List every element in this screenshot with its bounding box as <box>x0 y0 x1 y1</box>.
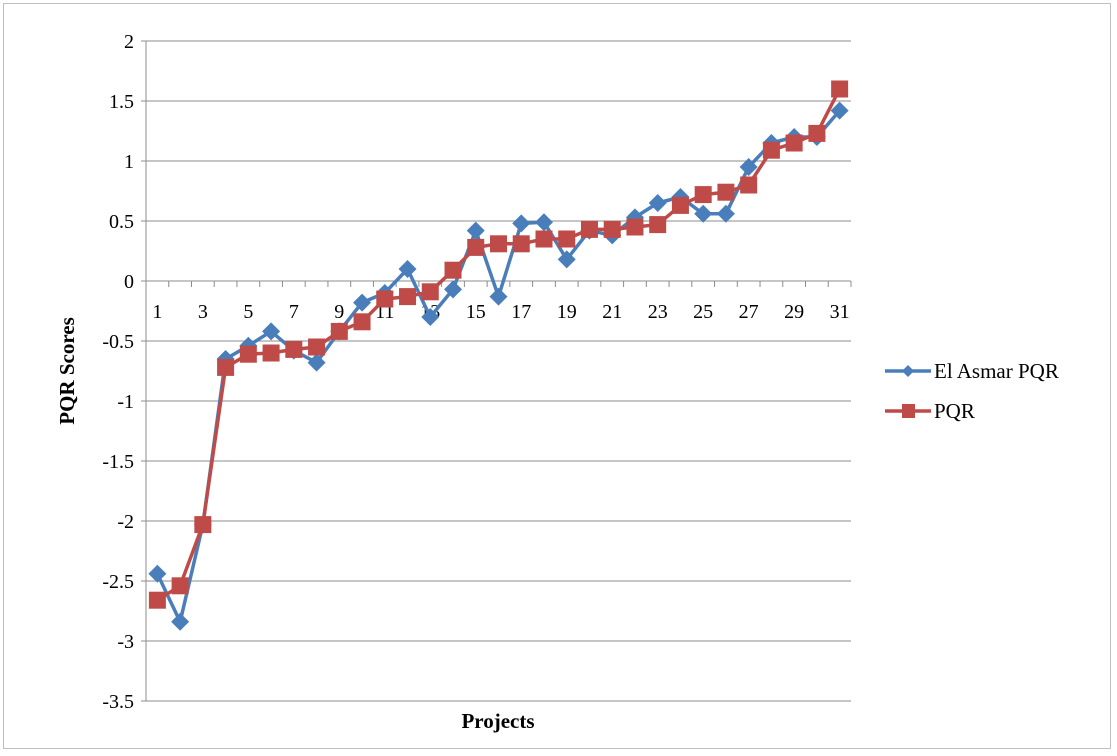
data-point-diamond <box>262 322 281 341</box>
data-point-square <box>626 218 644 236</box>
legend-diamond-icon <box>902 365 914 377</box>
data-point-diamond <box>739 158 758 176</box>
y-tick-label: 2 <box>124 31 134 53</box>
x-tick-label: 31 <box>830 301 850 323</box>
x-tick-label: 17 <box>511 301 531 323</box>
series-pqr <box>148 80 849 609</box>
x-tick-label: 1 <box>152 301 162 323</box>
data-point-square <box>740 176 758 194</box>
data-point-square <box>603 220 621 238</box>
data-point-square <box>421 283 439 301</box>
data-point-square <box>308 338 326 356</box>
data-point-square <box>535 230 553 248</box>
data-point-square <box>808 124 826 142</box>
y-tick-label: 0.5 <box>109 211 134 233</box>
x-tick-label: 29 <box>784 301 804 323</box>
data-point-square <box>580 220 598 238</box>
x-tick-label: 19 <box>557 301 577 323</box>
y-tick-label: 0 <box>124 271 134 293</box>
series-group <box>148 80 849 631</box>
y-tick-label: -3.5 <box>102 691 134 713</box>
data-point-square <box>148 591 166 609</box>
data-point-square <box>558 230 576 248</box>
data-point-diamond <box>694 204 713 223</box>
legend-square-icon <box>902 404 915 418</box>
data-point-diamond <box>534 213 553 232</box>
y-tick-label: 1 <box>124 151 134 173</box>
data-point-square <box>376 290 394 308</box>
data-point-diamond <box>421 308 440 326</box>
data-point-square <box>239 345 257 363</box>
data-point-square <box>444 261 462 279</box>
legend-item: PQR <box>885 399 975 423</box>
data-point-diamond <box>489 287 508 306</box>
data-point-square <box>262 344 280 362</box>
data-point-diamond <box>466 221 485 240</box>
data-point-square <box>512 235 530 253</box>
x-axis-label: Projects <box>461 709 534 733</box>
data-point-square <box>194 516 212 534</box>
data-point-square <box>785 134 803 152</box>
data-point-square <box>694 186 712 204</box>
data-point-square <box>399 288 417 306</box>
data-point-square <box>467 238 485 256</box>
chart-frame: 2 1.5 1 0.5 0 -0.5 -1 -1.5 -2 -2.5 -3 -3.5 1 3 5 7 9 11 1… <box>3 3 1111 749</box>
data-point-diamond <box>307 353 326 372</box>
data-point-square <box>671 196 689 214</box>
data-point-square <box>831 80 849 98</box>
data-point-square <box>353 313 371 331</box>
data-point-diamond <box>557 250 576 269</box>
data-point-square <box>762 141 780 159</box>
y-tick-label: -2 <box>117 511 134 533</box>
x-tick-label: 23 <box>648 301 668 323</box>
y-tick-label: -1.5 <box>102 451 134 473</box>
data-point-diamond <box>512 214 531 233</box>
data-point-diamond <box>353 293 372 312</box>
x-tick-label: 25 <box>693 301 713 323</box>
data-point-diamond <box>716 204 735 223</box>
y-tick-label: 1.5 <box>109 91 134 113</box>
data-point-square <box>285 340 303 358</box>
data-point-square <box>649 216 667 234</box>
x-tick-label: 27 <box>739 301 759 323</box>
data-point-diamond <box>148 564 167 583</box>
y-tick-label: -0.5 <box>102 331 134 353</box>
y-tick-label: -1 <box>117 391 134 413</box>
data-point-diamond <box>830 101 849 120</box>
gridlines <box>146 40 851 702</box>
legend-label: El Asmar PQR <box>934 359 1059 383</box>
x-tick-label: 21 <box>602 301 622 323</box>
data-point-diamond <box>398 260 417 278</box>
y-tick-label: -2.5 <box>102 571 134 593</box>
x-tick-label: 3 <box>198 301 208 323</box>
x-tick-label: 15 <box>466 301 486 323</box>
data-point-square <box>217 358 235 376</box>
legend: El Asmar PQR PQR <box>885 359 1059 423</box>
data-point-diamond <box>171 612 190 631</box>
x-tick-label: 9 <box>334 301 344 323</box>
x-tick-label: 7 <box>289 301 299 323</box>
legend-item: El Asmar PQR <box>885 359 1059 383</box>
y-axis-label: PQR Scores <box>55 317 79 425</box>
data-point-square <box>490 235 507 253</box>
legend-label: PQR <box>934 399 975 423</box>
x-tick-label: 5 <box>243 301 253 323</box>
data-point-square <box>330 322 348 340</box>
data-point-diamond <box>444 280 463 299</box>
data-point-square <box>717 183 735 201</box>
data-point-diamond <box>648 194 667 212</box>
data-point-square <box>171 577 189 595</box>
y-axis: 2 1.5 1 0.5 0 -0.5 -1 -1.5 -2 -2.5 -3 -3.5 <box>102 31 147 713</box>
y-tick-label: -3 <box>117 631 134 653</box>
